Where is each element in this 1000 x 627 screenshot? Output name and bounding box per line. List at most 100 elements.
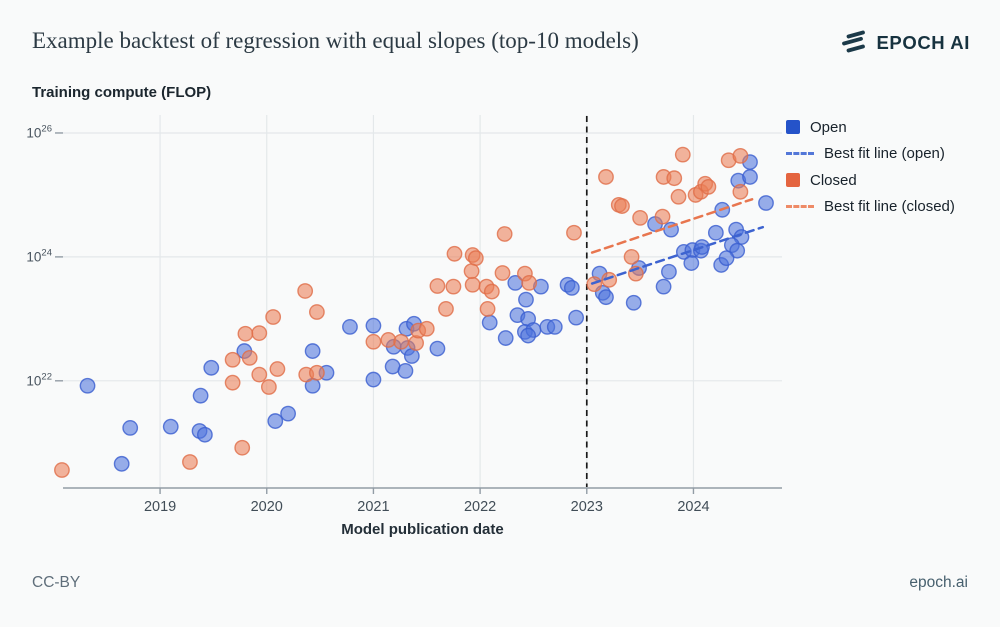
y-tick-label: 1024 [26, 247, 52, 264]
data-point-open [742, 169, 758, 185]
data-point-closed [521, 275, 538, 291]
data-point-closed [479, 301, 496, 317]
data-point-closed [241, 349, 258, 366]
legend-item-closed: Closed [786, 167, 955, 194]
x-axis-title: Model publication date [341, 521, 504, 538]
data-point-closed [566, 224, 582, 241]
data-point-open [568, 309, 585, 326]
data-point-closed [654, 208, 671, 225]
data-point-closed [732, 183, 749, 200]
data-point-closed [237, 325, 254, 342]
legend-label: Open [810, 118, 847, 136]
data-point-closed [438, 301, 454, 317]
data-point-closed [380, 332, 397, 348]
data-point-open [655, 278, 672, 295]
data-point-closed [670, 188, 687, 205]
license-label: CC-BY [32, 574, 81, 591]
data-point-open [196, 426, 213, 443]
data-point-closed [265, 309, 282, 325]
data-point-closed [494, 265, 511, 281]
legend-label: Best fit line (open) [824, 145, 945, 163]
data-point-closed [464, 276, 481, 293]
y-tick-label: 1026 [26, 123, 52, 140]
data-point-open [203, 359, 220, 376]
data-point-closed [463, 263, 480, 280]
page-title: Example backtest of regression with equa… [32, 28, 639, 53]
x-tick-label: 2019 [144, 499, 176, 515]
data-point-open [280, 405, 296, 422]
data-point-closed [632, 209, 649, 226]
data-point-closed [182, 454, 198, 470]
data-point-open [304, 343, 321, 359]
legend-swatch-dash [786, 205, 814, 209]
data-point-open [497, 330, 514, 346]
data-point-open [661, 263, 677, 280]
data-point-open [113, 455, 130, 472]
y-tick-label: 1022 [26, 371, 52, 388]
epoch-ai-logo: EPOCH AI [840, 29, 970, 56]
data-point-closed [445, 278, 462, 295]
data-point-open [192, 387, 209, 404]
x-tick-label: 2024 [677, 499, 709, 515]
data-point-open [683, 255, 700, 271]
data-point-open [518, 291, 534, 308]
x-tick-label: 2020 [251, 499, 283, 515]
epoch-logo-icon [842, 30, 866, 53]
data-point-closed [224, 374, 241, 391]
legend-item-best-fit-line-open: Best fit line (open) [786, 141, 955, 168]
legend-swatch-dash [786, 152, 814, 156]
data-point-open [520, 327, 537, 344]
data-point-closed [224, 351, 241, 368]
x-tick-label: 2023 [571, 499, 603, 515]
data-point-closed [614, 198, 630, 214]
data-point-closed [666, 170, 683, 187]
data-point-closed [260, 379, 277, 395]
chart-legend: Open Best fit line (open) Closed Best fit l… [786, 114, 955, 220]
data-point-open [598, 289, 614, 306]
data-point-closed [623, 248, 640, 265]
data-point-closed [700, 178, 717, 195]
data-point-open [365, 317, 382, 334]
legend-label: Best fit line (closed) [824, 198, 955, 216]
legend-item-open: Open [786, 114, 955, 141]
site-link[interactable]: epoch.ai [909, 574, 968, 591]
data-point-closed [269, 361, 286, 377]
data-point-closed [308, 304, 325, 320]
data-point-closed [483, 283, 500, 300]
data-point-closed [598, 169, 614, 185]
legend-item-best-fit-line-closed: Best fit line (closed) [786, 194, 955, 221]
data-point-closed [732, 147, 749, 164]
data-point-closed [251, 366, 268, 383]
data-point-closed [308, 364, 325, 381]
data-point-open [729, 242, 746, 259]
legend-label: Closed [810, 171, 857, 189]
data-point-closed [297, 283, 314, 299]
data-point-closed [251, 325, 268, 341]
data-point-open [122, 419, 139, 436]
data-point-open [342, 319, 358, 335]
data-point-open [546, 319, 563, 335]
x-tick-label: 2021 [357, 499, 389, 515]
data-point-closed [586, 276, 603, 293]
data-point-open [625, 294, 642, 311]
data-point-open [429, 340, 446, 357]
legend-swatch-square [786, 120, 800, 135]
data-point-open [365, 371, 382, 388]
data-point-open [481, 314, 498, 331]
data-point-open [397, 362, 414, 379]
data-point-closed [467, 250, 484, 267]
data-point-open [162, 418, 179, 435]
data-point-open [758, 195, 774, 211]
data-point-open [403, 348, 420, 364]
data-point-closed [674, 146, 691, 163]
data-point-open [267, 413, 284, 429]
data-point-closed [446, 245, 463, 262]
data-point-closed [234, 439, 251, 456]
data-point-open [563, 279, 580, 296]
data-point-closed [365, 333, 382, 350]
data-point-closed [418, 320, 435, 337]
data-point-closed [429, 278, 446, 294]
y-axis-title: Training compute (FLOP) [32, 84, 212, 101]
